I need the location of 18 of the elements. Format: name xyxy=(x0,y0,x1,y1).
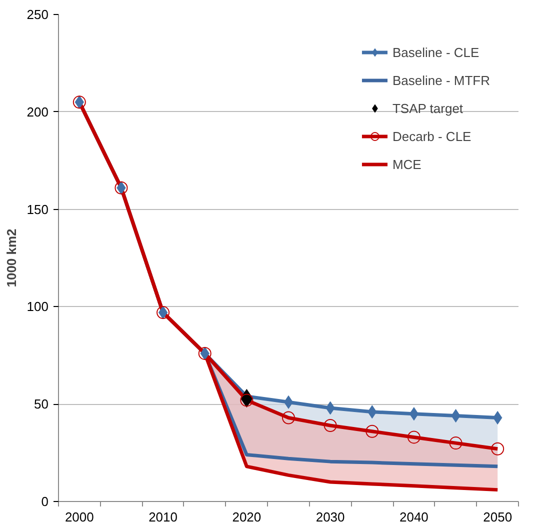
x-tick-label: 2020 xyxy=(232,510,262,524)
x-tick-label: 2040 xyxy=(399,510,428,524)
x-tick-label: 2030 xyxy=(316,510,345,524)
y-tick-label: 0 xyxy=(41,494,49,509)
x-tick-label: 2050 xyxy=(483,510,512,524)
x-tick-label: 2000 xyxy=(64,510,94,524)
legend-label: TSAP target xyxy=(392,100,464,116)
y-tick-label: 150 xyxy=(26,202,49,217)
y-axis-title: 1000 km2 xyxy=(4,228,19,288)
y-tick-label: 250 xyxy=(26,7,49,22)
y-tick-label: 50 xyxy=(34,396,49,412)
legend-label: Decarb - CLE xyxy=(392,128,472,144)
x-tick-label: 2010 xyxy=(148,510,178,524)
y-tick-label: 200 xyxy=(26,104,49,120)
legend-label: Baseline - MTFR xyxy=(392,72,490,88)
legend-label: Baseline - CLE xyxy=(392,44,480,60)
legend-label: MCE xyxy=(392,156,422,172)
y-tick-label: 100 xyxy=(26,299,49,314)
